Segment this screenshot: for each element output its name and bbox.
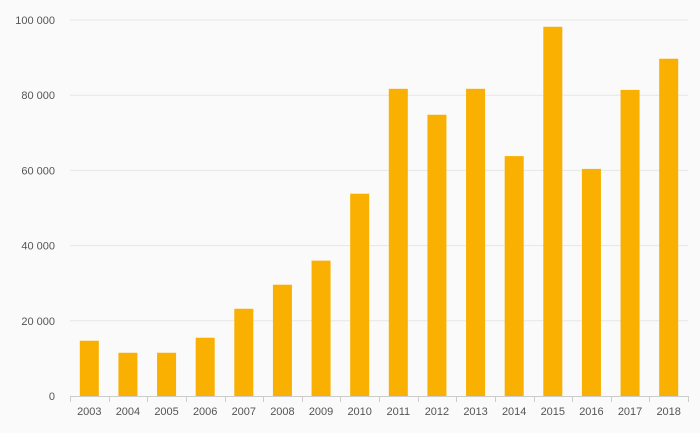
x-tick-label: 2012	[425, 406, 449, 418]
x-tick-label: 2010	[347, 406, 371, 418]
y-tick-label: 20 000	[21, 316, 55, 328]
x-tick-label: 2008	[270, 406, 294, 418]
x-tick-label: 2016	[579, 406, 603, 418]
x-tick-label: 2018	[656, 406, 680, 418]
bar-2016	[581, 168, 601, 396]
x-tick-label: 2009	[309, 406, 333, 418]
bars	[79, 26, 679, 397]
bar-2010	[350, 193, 370, 396]
y-axis-tick-labels: 0 20 000 40 000 60 000 80 000 100 000	[15, 15, 55, 403]
bar-2012	[427, 114, 447, 396]
x-tick-label: 2014	[502, 406, 526, 418]
x-tick-label: 2015	[541, 406, 565, 418]
x-axis-tick-labels: 2003 2004 2005 2006 2007 2008 2009 2010 2011 2012…	[77, 406, 681, 418]
bar-2008	[272, 284, 292, 396]
bar-2006	[195, 337, 215, 396]
bar-2005	[157, 352, 177, 396]
y-tick-label: 60 000	[21, 165, 55, 177]
y-tick-label: 80 000	[21, 90, 55, 102]
x-tick-label: 2005	[154, 406, 178, 418]
bar-2007	[234, 308, 254, 396]
x-tick-label: 2007	[232, 406, 256, 418]
bar-2004	[118, 352, 138, 396]
bar-2015	[543, 26, 563, 396]
x-tick-label: 2003	[77, 406, 101, 418]
y-tick-label: 100 000	[15, 15, 55, 27]
x-tick-label: 2017	[618, 406, 642, 418]
bar-2018	[659, 58, 679, 397]
x-tick-label: 2013	[463, 406, 487, 418]
bar-2013	[466, 88, 486, 397]
bar-2017	[620, 89, 640, 396]
y-tick-label: 40 000	[21, 241, 55, 253]
x-tick-label: 2011	[386, 406, 410, 418]
x-tick-label: 2004	[116, 406, 140, 418]
y-tick-label: 0	[49, 391, 55, 403]
bar-2014	[504, 156, 524, 396]
bar-2011	[388, 88, 408, 397]
x-axis	[70, 396, 689, 402]
bar-2009	[311, 260, 331, 396]
x-tick-label: 2006	[193, 406, 217, 418]
bar-2003	[79, 340, 99, 396]
